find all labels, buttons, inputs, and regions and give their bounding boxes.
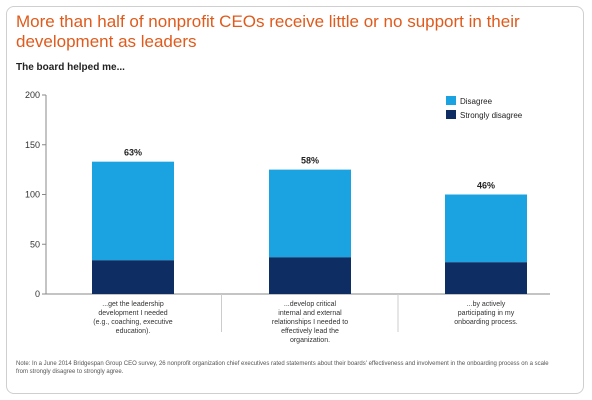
bar-segment — [92, 161, 174, 261]
bar-segment — [269, 169, 351, 258]
y-tick-label: 100 — [25, 190, 40, 200]
bar-segment — [445, 194, 527, 263]
bar-segment — [445, 262, 527, 294]
x-category-label: ...get the leadership development I neede… — [93, 301, 172, 335]
bar-value-label: 63% — [124, 148, 142, 158]
footnote: Note: In a June 2014 Bridgespan Group CE… — [16, 361, 549, 375]
chart-title: More than half of nonprofit CEOs receive… — [16, 12, 520, 51]
bar-value-label: 58% — [301, 156, 319, 166]
legend-swatch — [446, 96, 456, 105]
legend-label: Strongly disagree — [460, 111, 523, 120]
x-category-label: ...develop critical internal and external… — [272, 301, 348, 344]
legend-swatch — [446, 110, 456, 119]
y-tick-label: 200 — [25, 90, 40, 100]
y-tick-label: 150 — [25, 140, 40, 150]
bar-segment — [269, 257, 351, 294]
bar-value-label: 46% — [477, 181, 495, 191]
bar-segment — [92, 260, 174, 294]
y-tick-label: 0 — [35, 289, 40, 299]
y-tick-label: 50 — [30, 239, 40, 249]
chart-subtitle: The board helped me... — [16, 62, 125, 73]
x-category-label: ...by actively participating in my onboard… — [454, 301, 517, 326]
legend-label: Disagree — [460, 97, 493, 106]
